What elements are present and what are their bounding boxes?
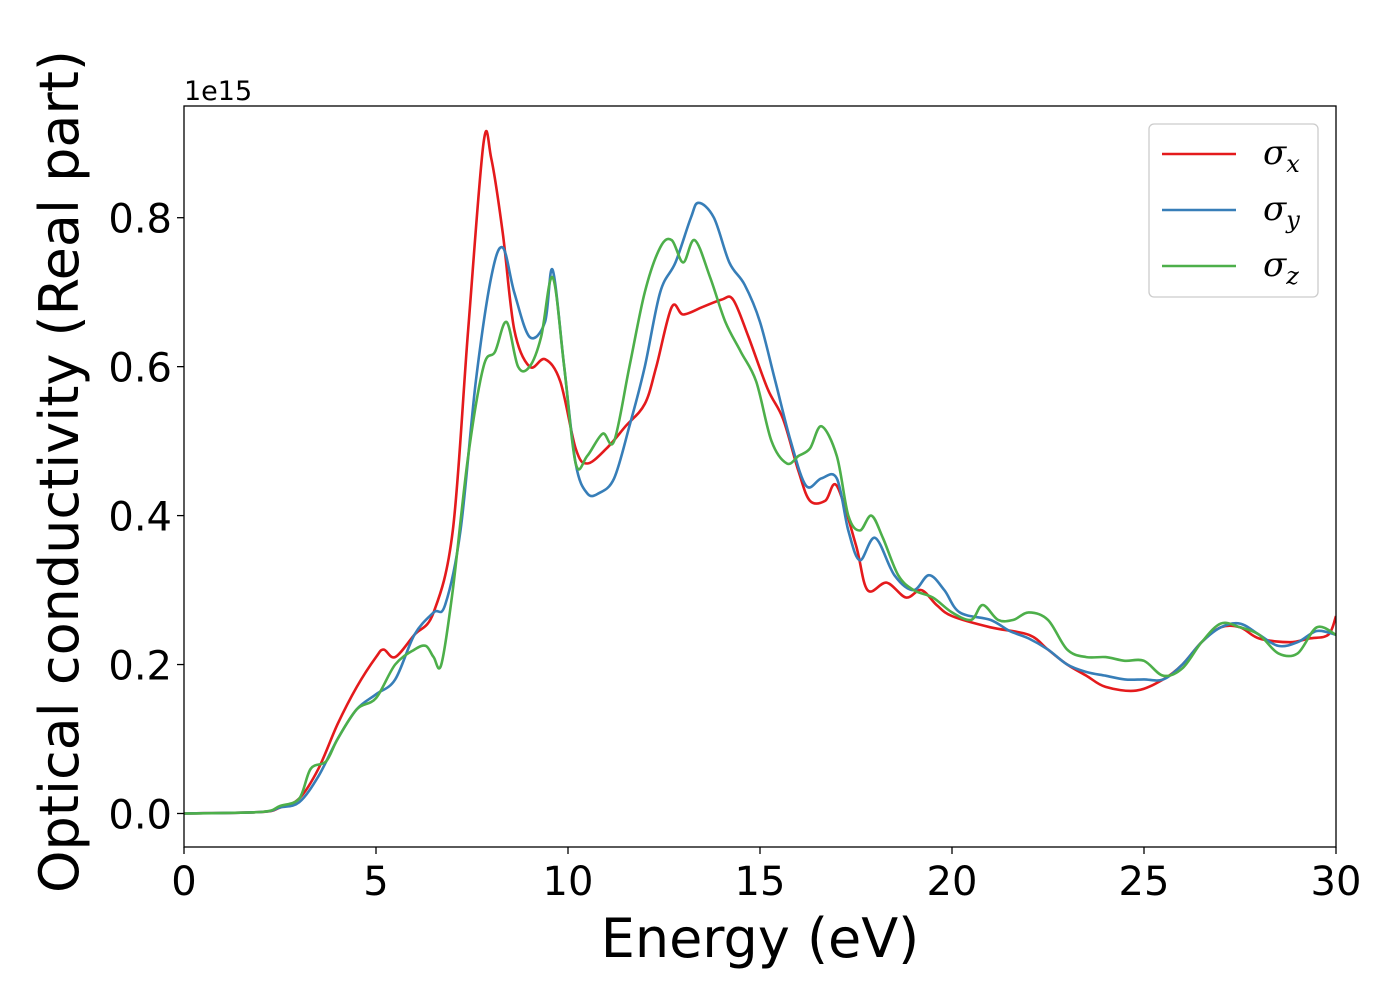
series-line-x	[184, 129, 1336, 815]
y-tick-label: 0.8	[108, 197, 172, 243]
x-tick-label: 30	[1311, 859, 1362, 905]
x-axis-label: Energy (eV)	[601, 907, 920, 970]
x-tick-label: 0	[171, 859, 196, 905]
y-axis-offset-label: 1e15	[184, 76, 252, 107]
series-line-z	[184, 237, 1336, 815]
y-tick-label: 0.4	[108, 495, 172, 541]
legend-label-x: σx	[1263, 133, 1300, 178]
y-axis-label: Optical conductivity (Real part)	[28, 50, 91, 893]
legend-label-z: σz	[1263, 245, 1299, 290]
y-axis: 0.0 0.2 0.4 0.6 0.8	[108, 197, 184, 838]
legend: σx σy σz	[1148, 123, 1319, 298]
y-tick-label: 0.6	[108, 346, 172, 392]
legend-label-y: σy	[1263, 189, 1300, 234]
x-tick-label: 20	[927, 859, 978, 905]
x-tick-label: 25	[1119, 859, 1170, 905]
x-tick-label: 5	[363, 859, 388, 905]
x-tick-label: 10	[543, 859, 594, 905]
y-tick-label: 0.2	[108, 644, 172, 690]
x-tick-label: 15	[735, 859, 786, 905]
series-line-y	[184, 201, 1336, 815]
y-tick-label: 0.0	[108, 792, 172, 838]
series-layer	[184, 129, 1336, 815]
x-axis: 0 5 10 15 20 25 30	[171, 847, 1361, 905]
